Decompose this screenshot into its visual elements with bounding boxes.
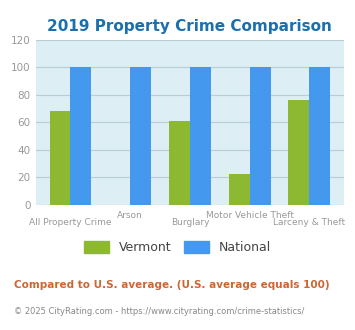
Text: © 2025 CityRating.com - https://www.cityrating.com/crime-statistics/: © 2025 CityRating.com - https://www.city… xyxy=(14,307,305,316)
Text: Motor Vehicle Theft: Motor Vehicle Theft xyxy=(206,211,294,220)
Title: 2019 Property Crime Comparison: 2019 Property Crime Comparison xyxy=(48,19,332,34)
Legend: Vermont, National: Vermont, National xyxy=(79,236,276,259)
Bar xyxy=(70,67,91,205)
Bar xyxy=(229,174,250,205)
Bar xyxy=(130,67,151,205)
Text: Larceny & Theft: Larceny & Theft xyxy=(273,218,345,227)
Text: Compared to U.S. average. (U.S. average equals 100): Compared to U.S. average. (U.S. average … xyxy=(14,280,330,290)
Text: All Property Crime: All Property Crime xyxy=(29,218,112,227)
Text: Arson: Arson xyxy=(117,211,143,220)
Bar xyxy=(310,67,330,205)
Bar xyxy=(289,100,310,205)
Bar xyxy=(50,111,70,205)
Text: Burglary: Burglary xyxy=(171,218,209,227)
Bar xyxy=(190,67,211,205)
Bar xyxy=(169,121,190,205)
Bar xyxy=(250,67,271,205)
